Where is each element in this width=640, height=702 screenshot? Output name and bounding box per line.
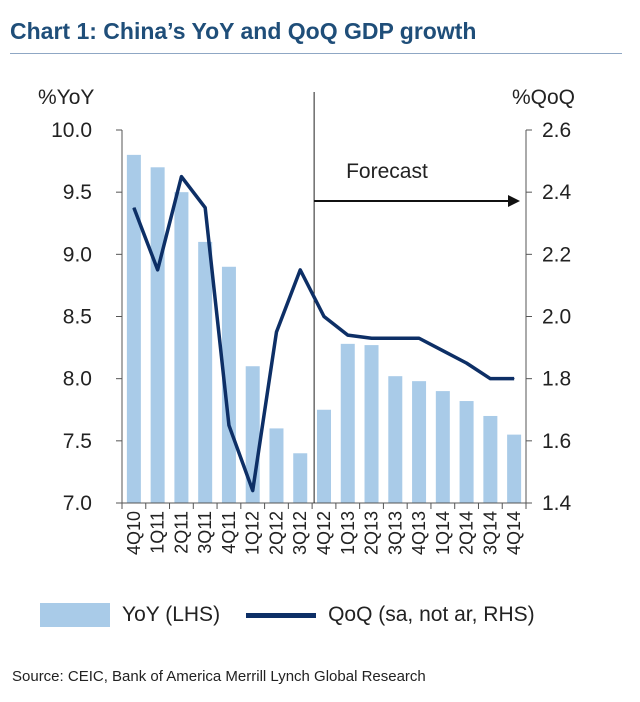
bar-3Q14 (483, 415, 498, 503)
qoq-point-1Q13 (347, 334, 349, 336)
forecast-label: Forecast (346, 160, 428, 183)
right-axis-unit: %QoQ (512, 86, 575, 109)
legend-item-qoq: QoQ (sa, not ar, RHS) (246, 603, 535, 627)
x-tick-label-2Q12: 2Q12 (266, 511, 286, 555)
left-tick-label: 9.0 (63, 243, 92, 266)
qoq-point-4Q12 (323, 316, 325, 317)
left-tick-label: 10.0 (51, 119, 92, 142)
qoq-point-1Q12 (252, 490, 254, 492)
left-tick-label: 8.5 (63, 306, 92, 329)
right-tick-label: 2.0 (542, 306, 571, 329)
legend-swatch-qoq (246, 612, 317, 618)
right-tick-label: 2.4 (542, 181, 572, 204)
right-tick-label: 1.4 (542, 492, 572, 515)
bar-2Q12 (269, 428, 284, 503)
qoq-point-4Q14 (513, 378, 515, 380)
x-tick-label-4Q12: 4Q12 (314, 511, 334, 555)
qoq-point-2Q13 (371, 337, 373, 339)
right-tick-label: 1.8 (542, 368, 571, 391)
x-tick-label-4Q10: 4Q10 (124, 511, 144, 555)
bar-4Q13 (412, 381, 427, 503)
bar-4Q14 (507, 434, 522, 503)
title-divider (10, 53, 622, 54)
bars-layer (126, 154, 522, 504)
bar-1Q13 (340, 343, 355, 503)
x-tick-label-3Q13: 3Q13 (385, 511, 405, 555)
bar-3Q13 (388, 376, 403, 503)
x-tick-label-3Q14: 3Q14 (480, 511, 500, 555)
forecast-arrow-head (508, 195, 520, 207)
right-tick-label: 2.6 (542, 119, 571, 142)
line-layer (132, 174, 515, 493)
chart-title: Chart 1: China’s YoY and QoQ GDP growth (10, 18, 477, 44)
right-tick-label: 2.2 (542, 243, 571, 266)
x-tick-label-4Q14: 4Q14 (504, 511, 524, 555)
qoq-point-4Q13 (418, 337, 420, 339)
bar-1Q14 (435, 391, 450, 503)
qoq-point-2Q12 (275, 331, 277, 333)
x-tick-label-2Q11: 2Q11 (171, 511, 191, 554)
legend-swatch-yoy (40, 603, 110, 627)
bar-3Q12 (293, 453, 308, 503)
qoq-point-1Q14 (442, 350, 444, 352)
bar-3Q11 (198, 241, 213, 503)
bar-2Q13 (364, 345, 379, 503)
x-tick-label-4Q13: 4Q13 (409, 511, 429, 555)
qoq-point-2Q11 (180, 176, 182, 178)
x-tick-label-2Q14: 2Q14 (457, 511, 477, 555)
legend-label-yoy: YoY (LHS) (122, 603, 221, 626)
x-tick-label-2Q13: 2Q13 (362, 511, 382, 555)
left-tick-label: 9.5 (63, 181, 92, 204)
left-tick-label: 7.5 (63, 430, 92, 453)
source-note: Source: CEIC, Bank of America Merrill Ly… (12, 668, 426, 685)
legend-label-qoq: QoQ (sa, not ar, RHS) (328, 603, 535, 626)
x-tick-label-1Q14: 1Q14 (433, 511, 453, 555)
x-tick-label-4Q11: 4Q11 (219, 511, 239, 554)
bar-1Q11 (150, 167, 165, 504)
x-tick-label-3Q11: 3Q11 (195, 511, 215, 554)
right-tick-label: 1.6 (542, 430, 571, 453)
bar-4Q11 (221, 266, 236, 503)
left-tick-label: 7.0 (63, 492, 92, 515)
qoq-point-3Q11 (204, 207, 206, 209)
qoq-point-4Q11 (228, 424, 230, 426)
left-tick-label: 8.0 (63, 368, 92, 391)
left-axis-unit: %YoY (38, 86, 94, 109)
qoq-point-3Q13 (394, 337, 396, 339)
qoq-point-2Q14 (466, 362, 468, 364)
gdp-chart: 10.0 9.5 9.0 8.5 8.0 7.5 7.0 2.6 2.4 2.2 2.0 1.8 1.6… (38, 86, 575, 555)
qoq-point-3Q12 (299, 269, 301, 271)
qoq-point-1Q11 (157, 269, 159, 271)
qoq-point-3Q14 (489, 378, 491, 380)
legend-item-yoy: YoY (LHS) (40, 603, 220, 627)
bar-2Q14 (459, 401, 474, 503)
x-tick-label-1Q13: 1Q13 (338, 511, 358, 555)
labels-layer: 10.0 9.5 9.0 8.5 8.0 7.5 7.0 2.6 2.4 2.2 2.0 1.8 1.6… (38, 86, 575, 555)
qoq-point-4Q10 (133, 207, 135, 209)
x-tick-label-3Q12: 3Q12 (290, 511, 310, 555)
bar-2Q11 (174, 192, 189, 503)
bar-4Q12 (317, 409, 331, 503)
x-tick-label-1Q12: 1Q12 (243, 511, 263, 555)
x-tick-label-1Q11: 1Q11 (148, 511, 168, 554)
bar-4Q10 (126, 154, 141, 503)
legend: YoY (LHS) QoQ (sa, not ar, RHS) (40, 598, 561, 632)
